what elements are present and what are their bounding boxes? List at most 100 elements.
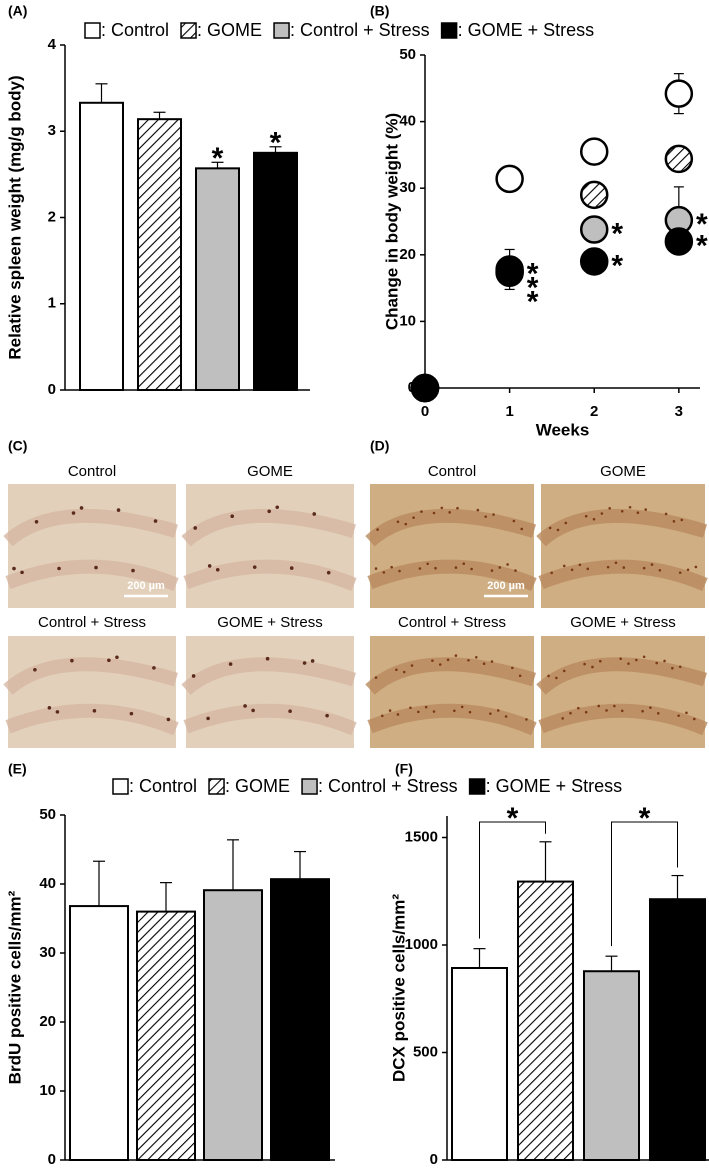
micrograph-cell	[191, 674, 196, 678]
bar	[517, 880, 574, 1161]
micrograph-cell	[448, 511, 451, 514]
y-tick-label: 20	[399, 246, 416, 263]
tile-label: Control	[428, 463, 476, 480]
micrograph-cell	[57, 566, 61, 571]
micrograph-cell	[34, 520, 39, 524]
legend-label: : Control + Stress	[318, 776, 458, 796]
tile-label: Control + Stress	[38, 614, 146, 631]
y-tick-label: 500	[413, 1043, 438, 1060]
micrograph-cell	[131, 568, 135, 573]
bar	[203, 889, 263, 1162]
micrograph-cell	[388, 709, 392, 712]
micrograph-cell	[326, 570, 331, 575]
panel-label: (E)	[8, 761, 27, 777]
micrograph-cell	[644, 508, 648, 511]
significance-mark: *	[270, 127, 282, 160]
y-tick-label: 0	[48, 381, 56, 398]
micrograph	[8, 484, 176, 608]
y-tick-label: 50	[399, 46, 416, 63]
micrograph-cell	[476, 508, 480, 512]
micrograph-cell	[663, 659, 666, 663]
micrograph-cell	[628, 505, 632, 509]
y-tick-label: 40	[39, 875, 56, 892]
micrograph-cell	[243, 704, 247, 708]
micrograph-band	[3, 657, 178, 695]
legend-label: : GOME	[197, 20, 262, 40]
micrograph-band	[365, 657, 537, 695]
panel-label: (A)	[8, 3, 27, 19]
micrograph-band	[181, 657, 356, 695]
panel-label: (D)	[370, 438, 389, 454]
micrograph	[8, 636, 176, 748]
micrograph-cell	[193, 526, 198, 530]
y-tick-label: 1	[48, 295, 56, 312]
bar	[79, 101, 124, 391]
legend-swatch	[301, 778, 318, 795]
micrograph-cell	[686, 568, 690, 572]
micrograph-cell	[620, 709, 624, 713]
significance-mark: *	[527, 285, 539, 318]
micrograph-cell	[382, 571, 386, 574]
y-tick-label: 30	[399, 179, 416, 196]
micrograph-cell	[482, 662, 486, 665]
micrograph-cell	[402, 670, 406, 674]
panel-label: (C)	[8, 438, 27, 454]
micrograph-cell	[498, 566, 502, 569]
significance-mark: *	[611, 249, 623, 282]
micrograph-cell	[417, 710, 420, 714]
micrograph-cell	[228, 662, 233, 666]
micrograph-cell	[432, 710, 436, 713]
micrograph-cell	[265, 656, 270, 661]
panel-label: (F)	[395, 761, 413, 777]
y-tick-label: 0	[48, 1151, 56, 1168]
micrograph-cell	[153, 519, 158, 523]
micrograph-cell	[467, 658, 470, 662]
micrograph-band	[5, 559, 179, 592]
micrograph-cell	[548, 526, 552, 530]
micrograph-cell	[267, 509, 271, 514]
x-tick-label: 1	[505, 403, 513, 420]
micrograph-cell	[619, 657, 622, 661]
y-axis-label: BrdU positive cells/mm²	[5, 890, 24, 1084]
micrograph-cell	[650, 563, 654, 566]
micrograph-cell	[47, 705, 52, 710]
legend-swatch	[112, 778, 129, 795]
micrograph-cell	[692, 717, 696, 721]
y-axis-label: Change in body weight (%)	[382, 113, 401, 330]
bar	[69, 905, 129, 1162]
micrograph-cell	[166, 717, 171, 722]
legend-label: : GOME	[225, 776, 290, 796]
micrograph-cell	[310, 659, 315, 663]
micrograph-cell	[627, 662, 630, 665]
micrograph-cell	[129, 711, 134, 716]
y-tick-label: 3	[48, 122, 56, 139]
micrograph-cell	[635, 658, 638, 662]
micrograph-cell	[33, 667, 37, 672]
micrograph-cell	[556, 528, 560, 532]
micrograph-cell	[656, 712, 660, 715]
micrograph-cell	[79, 506, 84, 510]
micrograph-cell	[562, 669, 566, 673]
micrograph-cell	[116, 508, 121, 512]
panel-label: (B)	[370, 3, 389, 19]
scale-bar-label: 200 µm	[127, 580, 165, 592]
bar	[649, 898, 706, 1162]
micrograph-cell	[512, 519, 516, 523]
legend-swatch	[84, 22, 101, 39]
micrograph-cell	[562, 564, 566, 568]
micrograph-cell	[462, 562, 466, 566]
micrograph-cell	[678, 665, 682, 669]
tile-label: GOME	[600, 463, 646, 480]
micrograph-cell	[409, 706, 412, 710]
bar	[451, 967, 508, 1161]
tile-label: GOME + Stress	[217, 614, 322, 631]
legend-label: : GOME + Stress	[458, 20, 595, 40]
micrograph-cell	[454, 566, 458, 569]
y-tick-label: 40	[399, 113, 416, 130]
micrograph-band	[536, 508, 708, 547]
micrograph-cell	[677, 714, 680, 717]
micrograph-cell	[597, 704, 601, 708]
micrograph-cell	[570, 568, 574, 572]
micrograph-cell	[561, 717, 564, 720]
